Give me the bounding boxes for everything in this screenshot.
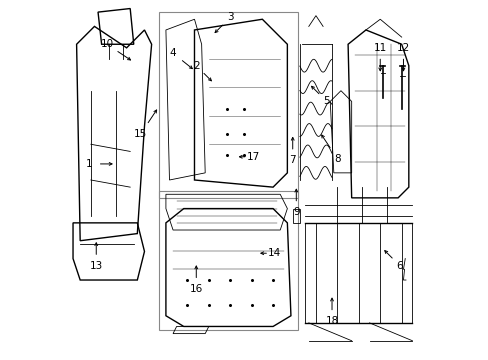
Text: 7: 7	[289, 156, 295, 165]
Text: 11: 11	[373, 43, 386, 53]
Text: 8: 8	[333, 154, 340, 163]
Bar	[159, 12, 298, 198]
Text: 4: 4	[169, 48, 176, 58]
Text: 3: 3	[226, 13, 233, 22]
Text: 15: 15	[134, 129, 147, 139]
Text: 6: 6	[396, 261, 403, 271]
Text: 18: 18	[325, 316, 338, 326]
Bar	[159, 191, 298, 330]
Text: 17: 17	[246, 152, 260, 162]
Text: 14: 14	[268, 248, 281, 258]
Text: 16: 16	[189, 284, 203, 294]
Text: 10: 10	[100, 39, 113, 49]
Text: 12: 12	[396, 43, 409, 53]
Text: 2: 2	[193, 61, 199, 71]
Text: 13: 13	[89, 261, 102, 271]
Text: 1: 1	[85, 159, 92, 169]
Text: 5: 5	[323, 96, 329, 107]
Text: 9: 9	[292, 207, 299, 217]
